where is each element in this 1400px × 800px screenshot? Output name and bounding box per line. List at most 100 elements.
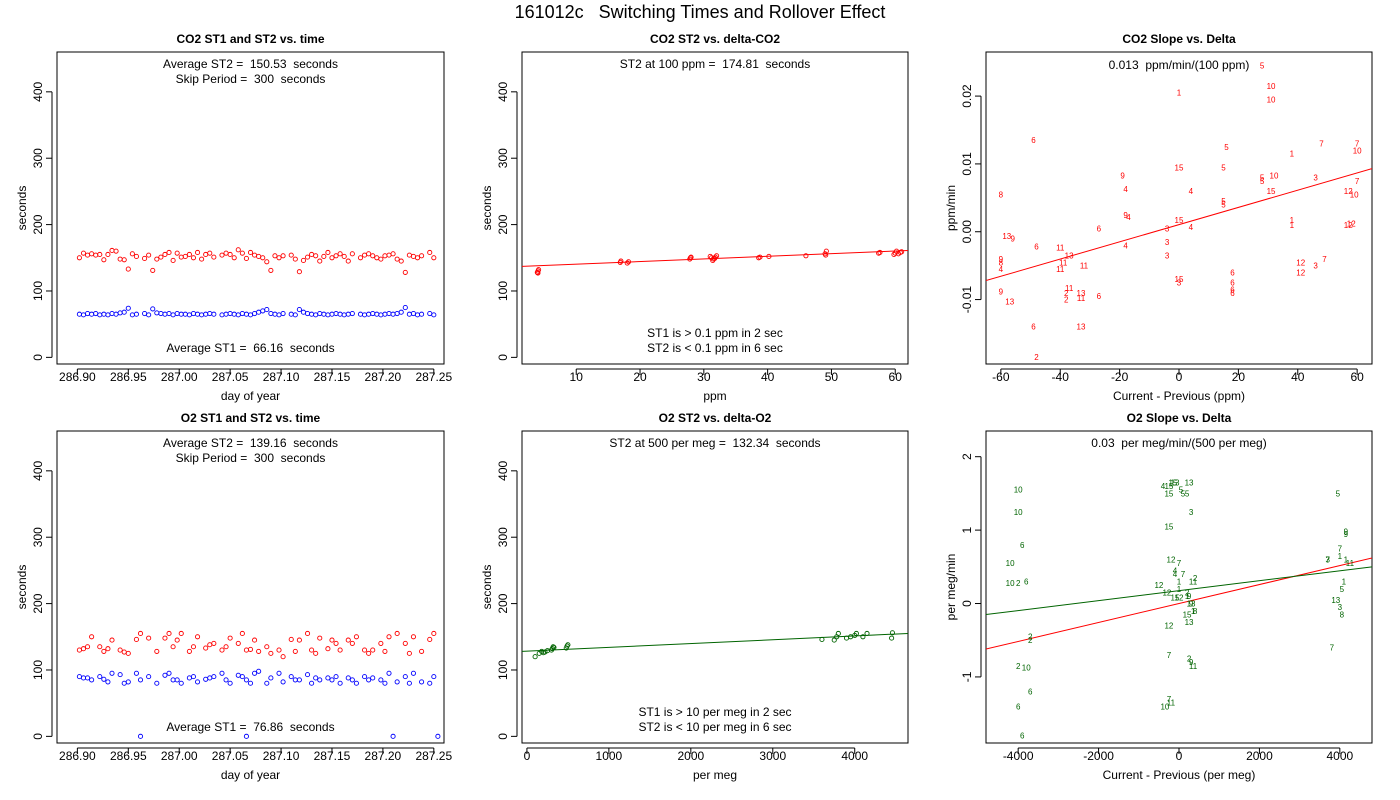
data-point (374, 311, 380, 317)
data-point (414, 312, 421, 318)
x-tick-label: 4000 (841, 749, 868, 763)
data-label-point: 8 (1340, 611, 1345, 620)
chart-panel-1: CO2 ST1 and ST2 vs. time 286.90 286.95 287.… (15, 32, 452, 403)
y-tick-label: 200 (496, 214, 510, 234)
data-point (687, 255, 693, 261)
data-label-point: 1 (1177, 577, 1182, 586)
data-point (203, 676, 209, 682)
data-point (853, 630, 859, 637)
x-tick-label: 287.00 (161, 370, 198, 384)
data-point (190, 644, 197, 650)
chart-title: O2 ST1 and ST2 vs. time (181, 411, 321, 425)
x-axis-label: per meg (693, 768, 737, 782)
data-point (219, 312, 225, 318)
data-point (223, 250, 229, 256)
data-point (186, 312, 192, 318)
y-tick-label: 0.01 (960, 152, 974, 176)
data-point (366, 677, 372, 683)
data-point (150, 267, 156, 273)
data-point (317, 258, 323, 264)
data-label-point: 5 (1221, 197, 1226, 206)
data-point (256, 253, 262, 260)
data-point (860, 634, 866, 640)
data-point (394, 630, 400, 637)
data-point (288, 252, 294, 258)
y-axis-label: seconds (480, 186, 494, 231)
data-point (170, 257, 176, 263)
data-label-point: 12 (1347, 220, 1356, 229)
chart-annotation: ST1 is > 10 per meg in 2 sec (638, 705, 791, 719)
data-label-point: 2 (1187, 655, 1192, 664)
data-point (117, 256, 123, 262)
data-point (227, 635, 233, 641)
data-point (803, 253, 809, 259)
data-point (158, 310, 164, 317)
data-point (325, 249, 331, 256)
data-label-point: 6 (1097, 224, 1102, 233)
data-point (223, 644, 229, 650)
x-tick-label: 287.25 (415, 370, 452, 384)
data-point (105, 679, 111, 685)
plot-frame (521, 51, 909, 365)
data-label-point: 4 (1123, 185, 1128, 194)
fit-line (986, 557, 1372, 650)
data-label-point: 9 (999, 287, 1004, 296)
data-label-point: 2 (1193, 574, 1198, 583)
data-point (178, 254, 184, 260)
data-point (394, 310, 400, 317)
data-point (211, 254, 217, 260)
data-label-point: 10 (1160, 702, 1169, 711)
data-point (624, 260, 630, 266)
data-point (256, 648, 262, 654)
data-point (427, 310, 433, 317)
data-point (325, 646, 331, 652)
data-label-point: 4 (1189, 223, 1194, 232)
data-point (292, 312, 298, 318)
y-tick-label: 400 (496, 81, 510, 101)
data-point (166, 670, 172, 676)
data-point (268, 310, 274, 317)
data-point (688, 254, 694, 260)
data-label-point: 11 (1059, 258, 1068, 267)
data-point (89, 677, 95, 683)
y-tick-label: 0 (31, 733, 45, 740)
data-point (535, 270, 541, 276)
data-label-point: 9 (1189, 658, 1194, 667)
data-label-point: 1 (1177, 585, 1182, 594)
data-label-point: 9 (1120, 171, 1125, 180)
plot-data (522, 630, 908, 660)
y-axis-label: seconds (15, 565, 29, 610)
data-label-point: 15 (1164, 522, 1173, 531)
data-label-point: 10 (1270, 171, 1279, 180)
data-point (766, 253, 772, 260)
data-point (150, 306, 156, 312)
data-label-point: 3 (1313, 173, 1318, 182)
data-point (93, 310, 99, 317)
data-label-point: 10 (1006, 579, 1015, 588)
data-point (309, 647, 315, 653)
data-point (227, 680, 233, 686)
data-point (85, 252, 91, 258)
data-point (243, 733, 249, 739)
data-point (235, 672, 241, 678)
data-point (76, 255, 82, 261)
data-point (406, 650, 412, 656)
data-point (536, 267, 542, 273)
data-point (333, 253, 339, 259)
data-point (252, 637, 258, 643)
y-tick-label: 0 (31, 354, 45, 361)
data-label-point: 5 (1221, 163, 1226, 172)
data-point (410, 634, 416, 640)
data-label-point: 13 (1005, 298, 1014, 307)
data-point (333, 674, 339, 680)
data-label-point: 4 (1173, 566, 1178, 575)
x-tick-label: -60 (992, 370, 1010, 384)
y-tick-label: -1 (960, 671, 974, 682)
data-label-point: 12 (1296, 268, 1305, 277)
data-point (182, 311, 188, 317)
data-point (97, 251, 103, 258)
chart-annotation: ST2 at 500 per meg = 132.34 seconds (609, 436, 820, 450)
data-point (101, 676, 107, 682)
data-point (97, 644, 103, 650)
data-point (194, 679, 201, 685)
